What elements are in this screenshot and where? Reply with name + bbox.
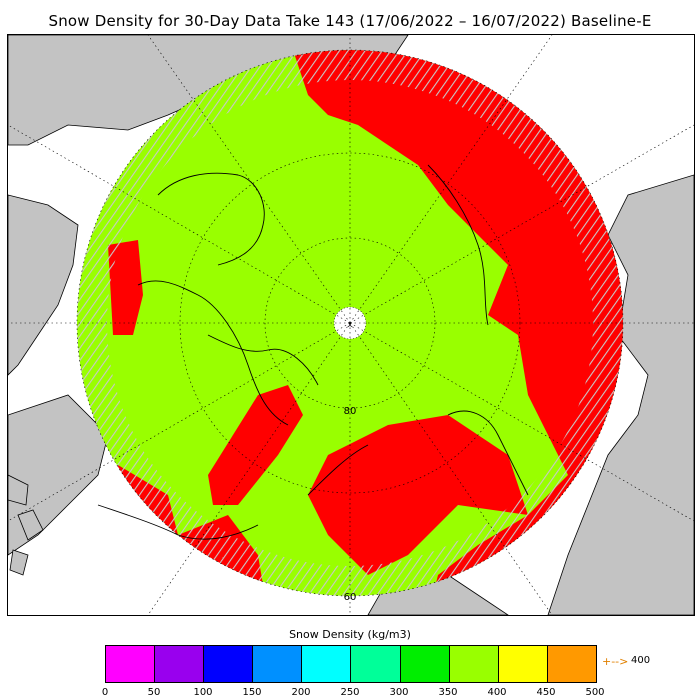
- colorbar-tick-label: 350: [438, 687, 458, 698]
- map-title: Snow Density for 30-Day Data Take 143 (1…: [48, 12, 652, 30]
- coastlines: [97, 164, 529, 540]
- colorbar-swatch: [449, 646, 499, 682]
- colorbar: [105, 645, 597, 683]
- colorbar-tick-label: 200: [291, 687, 311, 698]
- colorbar-swatch: [547, 646, 596, 682]
- polar-map: x: [8, 35, 694, 615]
- density-high-region: [208, 385, 303, 505]
- latitude-label-60: 60: [344, 592, 357, 603]
- colorbar-tick-label: 0: [101, 687, 109, 698]
- colorbar-ticks: 0 50 100 150 200 250 300 350 400 450 500: [101, 687, 605, 699]
- colorbar-tick-label: 150: [242, 687, 262, 698]
- colorbar-title: Snow Density (kg/m3): [289, 628, 411, 641]
- latitude-label-80: 80: [344, 406, 357, 417]
- colorbar-tick-label: 300: [389, 687, 409, 698]
- map-panel: x: [7, 34, 695, 616]
- overflow-arrow: +-->: [602, 655, 629, 668]
- colorbar-tick-label: 400: [487, 687, 507, 698]
- colorbar-swatch: [498, 646, 548, 682]
- density-high-region: [308, 415, 528, 575]
- graticule: [8, 35, 694, 615]
- overflow-value: 400: [631, 655, 651, 666]
- density-high-region: [108, 240, 143, 335]
- colorbar-tick-label: 50: [147, 687, 161, 698]
- colorbar-swatch: [106, 646, 156, 682]
- colorbar-tick-label: 500: [585, 687, 605, 698]
- colorbar-tick-label: 100: [193, 687, 213, 698]
- colorbar-tick-label: 250: [340, 687, 360, 698]
- colorbar-tick-label: 450: [536, 687, 556, 698]
- colorbar-swatch: [253, 646, 303, 682]
- colorbar-swatch: [155, 646, 205, 682]
- colorbar-swatch: [351, 646, 401, 682]
- colorbar-swatch: [302, 646, 352, 682]
- colorbar-swatch: [204, 646, 254, 682]
- colorbar-swatch: [400, 646, 450, 682]
